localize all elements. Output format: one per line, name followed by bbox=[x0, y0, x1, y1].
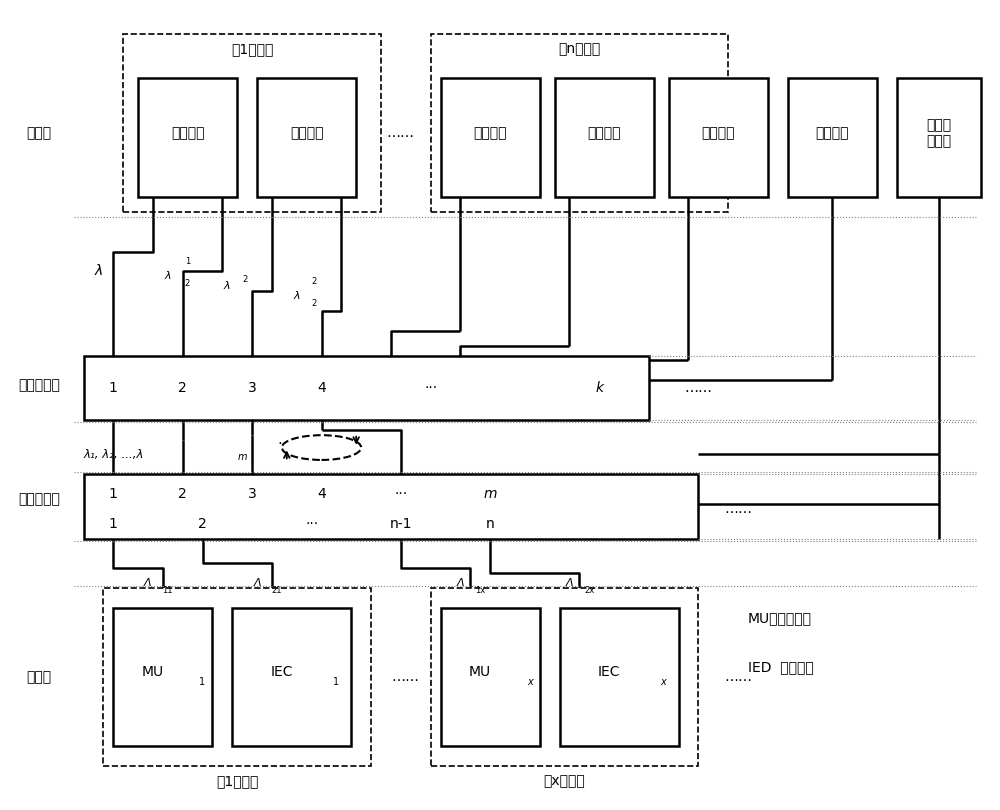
Text: ……: …… bbox=[387, 126, 415, 140]
Bar bbox=[897, 79, 981, 197]
Bar bbox=[123, 34, 381, 212]
Text: ……: …… bbox=[392, 670, 420, 684]
Text: 1: 1 bbox=[333, 677, 339, 687]
Text: λ: λ bbox=[94, 264, 103, 279]
Bar bbox=[232, 608, 351, 747]
Text: 保护设备: 保护设备 bbox=[171, 126, 204, 140]
Ellipse shape bbox=[282, 435, 361, 460]
Text: ···: ··· bbox=[305, 517, 318, 531]
Bar bbox=[84, 475, 698, 539]
Text: 1x: 1x bbox=[475, 586, 485, 595]
Text: λ: λ bbox=[224, 281, 231, 292]
Text: k: k bbox=[595, 382, 603, 395]
Text: 4: 4 bbox=[317, 382, 326, 395]
Text: 11: 11 bbox=[163, 586, 173, 595]
Text: 2: 2 bbox=[242, 275, 247, 284]
Text: x: x bbox=[661, 677, 666, 687]
Text: x: x bbox=[527, 677, 533, 687]
Text: ···: ··· bbox=[424, 382, 437, 395]
Bar bbox=[441, 79, 540, 197]
Text: 4: 4 bbox=[317, 487, 326, 501]
Text: 2: 2 bbox=[312, 299, 317, 308]
Text: 测控设备: 测控设备 bbox=[290, 126, 323, 140]
Text: 测控设备: 测控设备 bbox=[587, 126, 621, 140]
Text: 第n个间隔: 第n个间隔 bbox=[558, 41, 600, 56]
Text: MU: MU bbox=[142, 665, 164, 680]
Text: 2: 2 bbox=[312, 277, 317, 286]
Text: 2: 2 bbox=[178, 382, 187, 395]
Text: 3: 3 bbox=[248, 382, 256, 395]
Text: 2x: 2x bbox=[584, 586, 594, 595]
Text: 1: 1 bbox=[109, 517, 118, 531]
Text: ……: …… bbox=[724, 502, 752, 516]
Text: 第1个间隔: 第1个间隔 bbox=[231, 41, 273, 56]
Bar bbox=[555, 79, 654, 197]
Bar bbox=[257, 79, 356, 197]
Bar bbox=[113, 608, 212, 747]
Text: λ: λ bbox=[164, 271, 171, 281]
Text: 2: 2 bbox=[198, 517, 207, 531]
Text: 2: 2 bbox=[178, 487, 187, 501]
Text: 故障录
播设备: 故障录 播设备 bbox=[926, 117, 951, 148]
Text: 光接入节点: 光接入节点 bbox=[18, 492, 60, 506]
Bar bbox=[138, 79, 237, 197]
Text: MU: MU bbox=[469, 665, 491, 680]
Bar bbox=[84, 356, 649, 420]
Text: MU：合并单元: MU：合并单元 bbox=[748, 611, 812, 625]
Text: 光分配节点: 光分配节点 bbox=[18, 378, 60, 392]
Text: ……: …… bbox=[724, 670, 752, 684]
Text: ……: …… bbox=[278, 433, 306, 446]
Text: 1: 1 bbox=[185, 258, 190, 266]
Text: 1: 1 bbox=[109, 487, 118, 501]
Text: 1: 1 bbox=[199, 677, 206, 687]
Bar bbox=[560, 608, 678, 747]
Text: m: m bbox=[483, 487, 497, 501]
Bar bbox=[431, 588, 698, 766]
Text: Λ: Λ bbox=[566, 578, 573, 588]
Text: 21: 21 bbox=[272, 586, 282, 595]
Bar bbox=[431, 34, 728, 212]
Text: 第x个间隔: 第x个间隔 bbox=[544, 774, 585, 788]
Text: 过程层: 过程层 bbox=[26, 670, 51, 684]
Text: λ₁, λ₂, ...,λ: λ₁, λ₂, ...,λ bbox=[84, 448, 144, 461]
Text: m: m bbox=[237, 453, 247, 463]
Text: 间隔层: 间隔层 bbox=[26, 126, 51, 140]
Text: ……: …… bbox=[684, 382, 712, 395]
Text: IEC: IEC bbox=[598, 665, 620, 680]
Text: n-1: n-1 bbox=[390, 517, 412, 531]
Bar bbox=[669, 79, 768, 197]
Bar bbox=[103, 588, 371, 766]
Bar bbox=[441, 608, 540, 747]
Text: ···: ··· bbox=[394, 487, 407, 501]
Text: 2: 2 bbox=[185, 279, 190, 288]
Text: 保护设备: 保护设备 bbox=[473, 126, 507, 140]
Text: 母差保护: 母差保护 bbox=[815, 126, 849, 140]
Text: 第1个间隔: 第1个间隔 bbox=[216, 774, 258, 788]
Text: λ: λ bbox=[293, 291, 300, 301]
Bar bbox=[788, 79, 877, 197]
Text: 3: 3 bbox=[248, 487, 256, 501]
Text: 智能终端: 智能终端 bbox=[701, 126, 735, 140]
Text: IEC: IEC bbox=[271, 665, 293, 680]
Text: IED  智能终端: IED 智能终端 bbox=[748, 660, 814, 674]
Text: Λ: Λ bbox=[457, 578, 464, 588]
Text: Λ: Λ bbox=[144, 578, 152, 588]
Text: n: n bbox=[486, 517, 494, 531]
Text: Λ: Λ bbox=[253, 578, 261, 588]
Text: 1: 1 bbox=[109, 382, 118, 395]
